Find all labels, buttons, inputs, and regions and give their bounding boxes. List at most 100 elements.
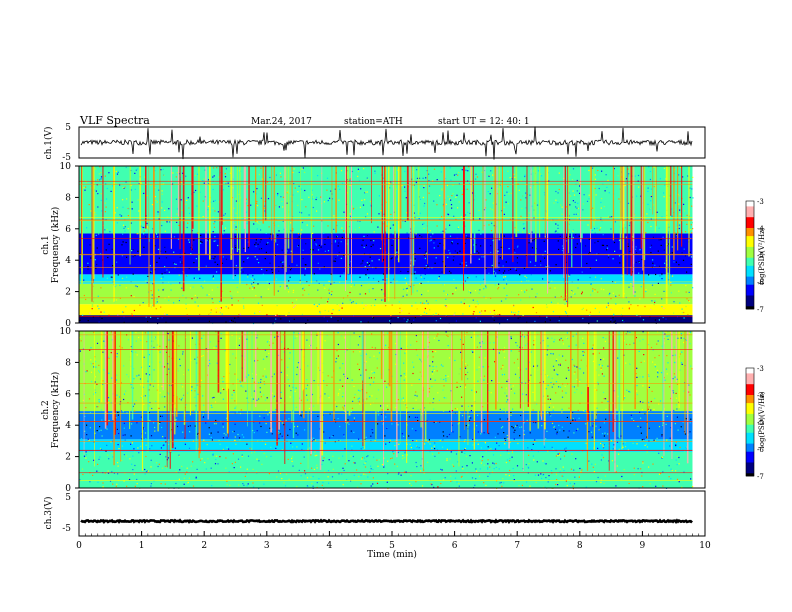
sferic-streak: [413, 166, 415, 266]
spectrum-speckle: [238, 210, 240, 212]
spectrum-speckle: [195, 258, 197, 260]
spectrum-speckle: [222, 189, 225, 191]
spectrum-speckle: [167, 333, 169, 335]
spectrum-speckle: [479, 311, 481, 313]
spectrum-speckle: [359, 403, 361, 405]
spectrum-speckle: [563, 242, 565, 244]
spectrum-speckle: [553, 246, 555, 248]
spectrum-speckle: [357, 170, 359, 173]
spectrum-speckle: [373, 456, 375, 458]
colorbar-cell: [746, 241, 754, 245]
spectrum-speckle: [134, 172, 136, 174]
spectrum-speckle: [117, 411, 119, 413]
spectrum-speckle: [664, 379, 666, 381]
spectrum-speckle: [293, 183, 295, 185]
spectrum-speckle: [223, 230, 225, 232]
spectrum-speckle: [378, 352, 381, 354]
spectrum-speckle: [545, 388, 547, 390]
spectrum-speckle: [548, 475, 550, 477]
spectrum-speckle: [475, 317, 477, 319]
spectrum-speckle: [99, 371, 101, 373]
spectrum-speckle: [653, 166, 655, 168]
spectrum-speckle: [296, 373, 298, 376]
spectrum-speckle: [472, 192, 474, 194]
spectrum-speckle: [476, 176, 479, 178]
spectrum-speckle: [479, 320, 481, 322]
spectrum-speckle: [226, 480, 228, 482]
sferic-streak: [501, 166, 503, 260]
spectrum-speckle: [235, 226, 237, 228]
spectrum-speckle: [96, 256, 98, 258]
spectrum-speckle: [594, 178, 597, 180]
spectrum-speckle: [588, 238, 590, 240]
spectrum-speckle: [563, 168, 565, 170]
spectrum-speckle: [637, 468, 639, 470]
spectrum-speckle: [505, 261, 507, 263]
spectrum-speckle: [526, 280, 528, 282]
start-time-label: start UT = 12: 40: 1: [438, 117, 530, 127]
spectrum-speckle: [363, 473, 365, 475]
spectrum-speckle: [517, 442, 519, 445]
spectrum-speckle: [566, 467, 568, 469]
sferic-streak: [209, 166, 211, 260]
spectrum-speckle: [365, 474, 367, 476]
spectrum-speckle: [116, 261, 118, 263]
spectrum-speckle: [367, 476, 369, 478]
spectrum-speckle: [575, 458, 577, 460]
spectrum-speckle: [90, 363, 92, 365]
spectrum-speckle: [610, 440, 612, 442]
spectrum-speckle: [597, 395, 599, 398]
spectrum-speckle: [99, 166, 101, 168]
spectrum-speckle: [167, 457, 169, 459]
spectrum-speckle: [396, 465, 398, 467]
spectrum-speckle: [395, 406, 397, 409]
spectrum-speckle: [210, 201, 212, 203]
spectrum-speckle: [447, 297, 449, 299]
spectrum-speckle: [660, 372, 663, 374]
spectrum-speckle: [628, 173, 630, 175]
spectrum-speckle: [657, 250, 659, 252]
spectrum-speckle: [194, 210, 196, 212]
spectrum-speckle: [415, 277, 417, 279]
spectrum-speckle: [623, 320, 625, 322]
spectrum-speckle: [445, 274, 447, 276]
spectrum-speckle: [600, 359, 602, 361]
spectrum-speckle: [432, 314, 434, 316]
spectrum-speckle: [193, 262, 195, 264]
spectrum-speckle: [363, 168, 365, 170]
spectrum-speckle: [185, 303, 187, 305]
spectrum-speckle: [160, 331, 162, 333]
colorbar-cell: [746, 206, 754, 210]
spectrum-speckle: [366, 398, 368, 400]
spectrum-speckle: [540, 473, 542, 475]
spectrum-speckle: [194, 174, 196, 177]
spectrum-speckle: [136, 249, 138, 251]
spectrum-speckle: [117, 274, 119, 276]
spectrum-speckle: [310, 454, 312, 456]
sferic-streak: [539, 166, 541, 238]
spectrum-speckle: [499, 418, 501, 420]
spectrum-speckle: [544, 321, 546, 323]
spectrum-speckle: [560, 458, 562, 460]
spectrum-speckle: [680, 194, 682, 196]
spectrum-speckle: [573, 194, 576, 196]
colorbar-tick-label: -5: [757, 252, 764, 260]
spectrum-speckle: [673, 312, 675, 314]
spectrum-speckle: [557, 455, 559, 457]
spectrum-speckle: [579, 182, 581, 184]
spectrum-speckle: [342, 484, 344, 486]
spectrum-speckle: [331, 290, 333, 293]
spectrum-speckle: [211, 485, 213, 487]
spectrum-speckle: [188, 477, 190, 479]
spectrum-speckle: [245, 211, 247, 213]
spectrum-speckle: [288, 265, 290, 267]
spectrum-speckle: [552, 311, 554, 313]
spectrum-speckle: [379, 225, 381, 227]
spectrum-speckle: [328, 482, 330, 484]
spectrum-speckle: [253, 381, 255, 383]
spectrum-speckle: [648, 406, 650, 408]
spectrum-speckle: [178, 389, 180, 391]
spectrum-speckle: [547, 337, 549, 339]
spectrum-speckle: [414, 300, 416, 302]
ch1-trace: [80, 126, 693, 160]
